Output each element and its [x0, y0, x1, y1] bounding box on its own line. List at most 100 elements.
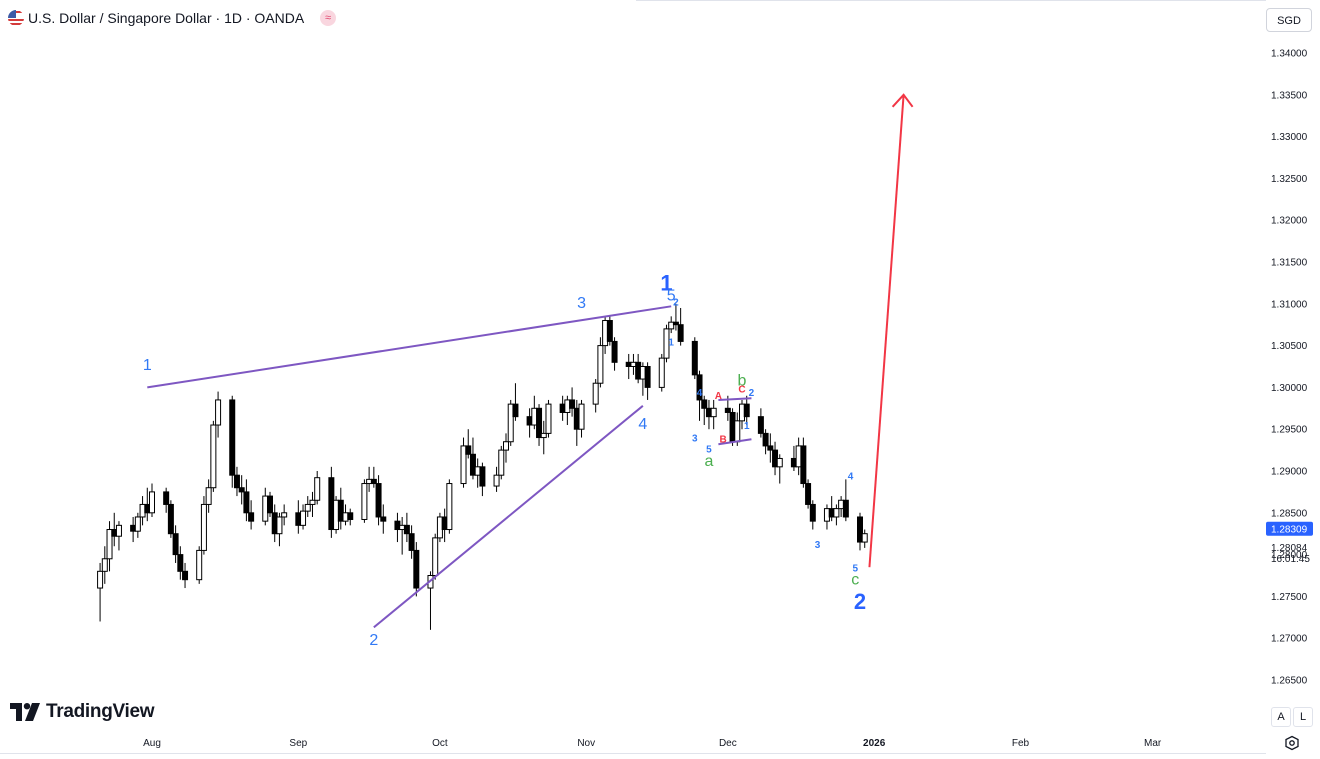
top-divider	[636, 0, 1266, 1]
candle-body	[696, 374, 703, 401]
last-price-label: 1.28309	[1271, 524, 1308, 535]
candle-body	[233, 474, 240, 489]
candle-body	[163, 491, 170, 505]
time-axis-divider	[0, 753, 1266, 754]
candle-body	[182, 570, 189, 581]
time-tick-label: 2026	[863, 738, 886, 749]
candle-body	[460, 445, 467, 485]
candle-body	[309, 499, 316, 505]
candle-body	[267, 495, 273, 514]
candle-body	[205, 487, 212, 505]
candle-body	[248, 512, 255, 522]
candle-body	[691, 340, 698, 376]
price-axis: 1.34000 1.33500 1.33000 1.32500 1.32000 1.315…	[1266, 49, 1313, 687]
time-tick-label: Dec	[719, 738, 737, 749]
candle-body	[701, 399, 708, 409]
wave-label: 2	[369, 632, 378, 649]
candle-body	[337, 499, 344, 522]
trendline	[147, 305, 672, 389]
candle-body	[413, 549, 420, 589]
candle-body	[606, 320, 613, 342]
wave-label: 1	[660, 270, 672, 295]
time-tick-label: Sep	[289, 738, 307, 749]
candle-body	[734, 420, 741, 443]
candle-body	[710, 407, 717, 418]
candle-body	[215, 399, 222, 426]
candle-body	[861, 533, 868, 543]
wave-label: B	[720, 435, 727, 446]
time-tick-label: Nov	[577, 738, 595, 749]
candle-body	[724, 407, 731, 413]
candle-body	[101, 558, 108, 572]
candle-body	[493, 474, 500, 487]
candle-body	[200, 503, 207, 551]
wave-label: b	[738, 373, 747, 390]
price-tick-label: 1.30500	[1271, 341, 1308, 352]
time-tick-label: Feb	[1012, 738, 1030, 749]
candle-body	[833, 508, 840, 518]
tradingview-logo[interactable]: TradingView	[10, 700, 155, 724]
wave-label: 4	[848, 471, 854, 482]
candle-body	[106, 529, 113, 560]
wave-label: 5	[706, 445, 712, 456]
candle-body	[668, 321, 675, 330]
candle-body	[469, 453, 476, 476]
wave-label: C	[738, 384, 745, 395]
wave-label: a	[705, 453, 714, 470]
usd-sgd-flag-icon	[8, 10, 24, 26]
candle-body	[115, 524, 122, 537]
drawings-layer	[147, 93, 914, 629]
trendline	[373, 405, 644, 629]
projection-arrow-head	[891, 93, 914, 108]
wave-label: 2	[673, 297, 679, 308]
price-tick-label: 1.31000	[1271, 299, 1308, 310]
candle-body	[314, 477, 321, 501]
wave-label: 2	[749, 388, 755, 399]
candle-body	[370, 478, 377, 485]
candle-body	[375, 483, 382, 518]
candle-body	[403, 524, 410, 535]
candle-body	[592, 382, 599, 405]
projection-arrow	[868, 94, 905, 568]
price-tick-label: 1.33000	[1271, 132, 1308, 143]
time-tick-label: Oct	[432, 738, 448, 749]
wave-label: 1	[668, 338, 674, 349]
candle-body	[479, 466, 486, 487]
symbol-title[interactable]: U.S. Dollar / Singapore Dollar · 1D · OA…	[28, 10, 305, 26]
chart-header: U.S. Dollar / Singapore Dollar · 1D · OA…	[0, 0, 640, 36]
price-tick-label: 1.31500	[1271, 258, 1308, 269]
candle-body	[644, 366, 651, 388]
auto-scale-button[interactable]: A	[1271, 707, 1291, 727]
trendline	[718, 397, 752, 401]
time-axis: Aug Sep Oct Nov Dec 2026 Feb Mar	[143, 738, 1162, 749]
candle-body	[238, 487, 245, 493]
tradingview-logo-icon	[10, 703, 40, 721]
candle-body	[569, 399, 576, 409]
wave-label: 3	[577, 295, 586, 312]
candle-body	[498, 449, 505, 476]
price-tick-label: 1.34000	[1271, 49, 1308, 60]
candle-body	[672, 321, 679, 326]
candle-body	[229, 399, 236, 476]
candle-body	[243, 491, 250, 514]
candle-body	[776, 457, 783, 468]
log-scale-button[interactable]: L	[1293, 707, 1313, 727]
price-tick-label: 1.26500	[1271, 676, 1308, 687]
candle-body	[149, 491, 155, 514]
candle-body	[597, 345, 604, 384]
candle-body	[97, 570, 104, 589]
candle-body	[536, 407, 543, 439]
candle-body	[842, 499, 849, 518]
currency-button[interactable]: SGD	[1266, 8, 1312, 32]
candle-body	[172, 533, 179, 556]
candle-body	[578, 403, 585, 430]
candle-body	[743, 403, 750, 418]
price-tick-label: 1.32000	[1271, 216, 1308, 227]
gear-icon[interactable]	[1284, 735, 1300, 751]
candles-layer	[97, 303, 868, 630]
candle-body	[757, 416, 764, 434]
market-status-badge[interactable]: ≈	[320, 10, 336, 26]
price-tick-label: 1.28500	[1271, 508, 1308, 519]
